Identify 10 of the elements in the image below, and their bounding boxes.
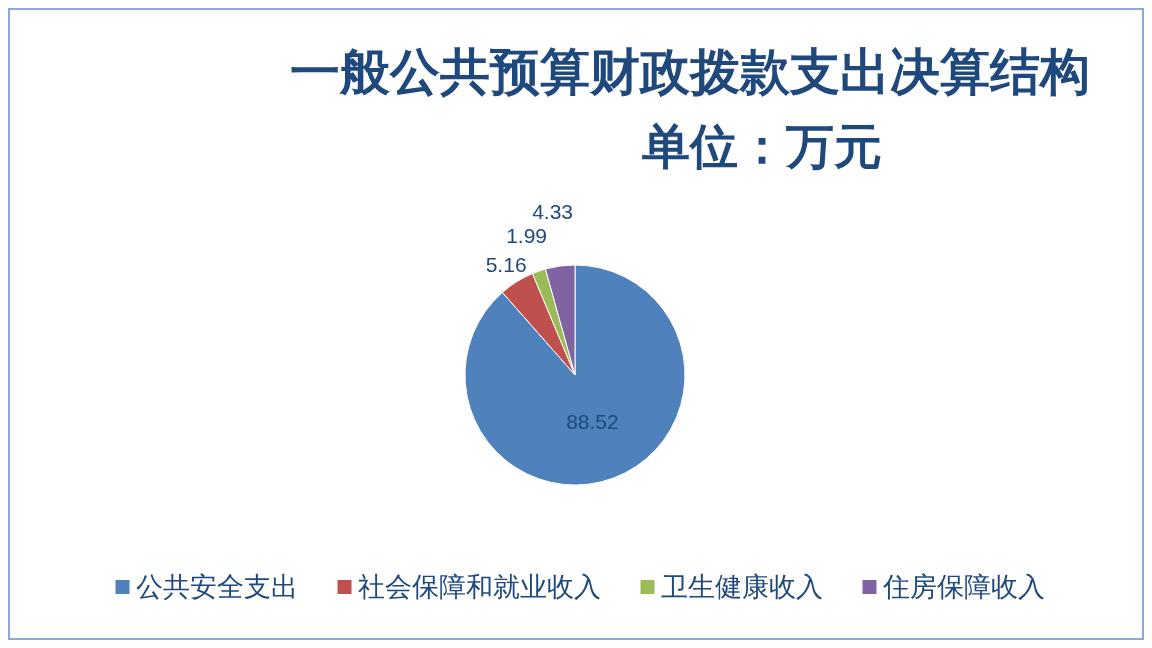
data-label: 1.99 — [506, 224, 548, 248]
legend-label: 公共安全支出 — [135, 572, 298, 602]
legend-label: 住房保障收入 — [881, 572, 1045, 602]
legend-label: 社会保障和就业收入 — [357, 572, 601, 602]
legend-label: 卫生健康收入 — [660, 572, 823, 602]
chart-title: 一般公共预算财政拨款支出决算结构 — [290, 44, 1090, 100]
data-label: 88.52 — [566, 409, 619, 433]
data-label: 4.33 — [532, 200, 574, 224]
chart-subtitle: 单位：万元 — [641, 119, 882, 173]
data-label: 5.16 — [485, 253, 527, 277]
